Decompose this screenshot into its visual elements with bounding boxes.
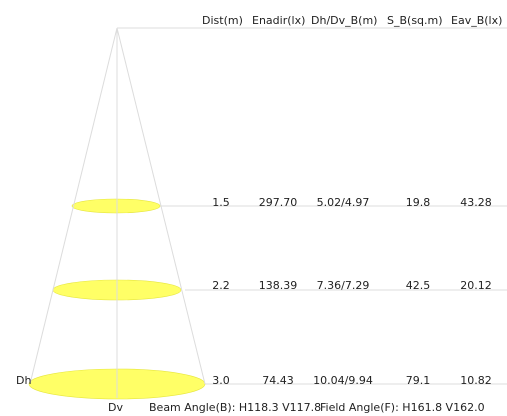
row2-dh-dv: 7.36/7.29 bbox=[316, 279, 370, 292]
light-spot-1 bbox=[71, 198, 161, 214]
cone-left-edge bbox=[29, 27, 118, 385]
row3-area: 79.1 bbox=[405, 374, 431, 387]
header-eav: Eav_B(lx) bbox=[451, 14, 503, 27]
row2-eav: 20.12 bbox=[460, 279, 492, 292]
row3-dh-dv: 10.04/9.94 bbox=[313, 374, 373, 387]
row2-area: 42.5 bbox=[405, 279, 431, 292]
header-area: S_B(sq.m) bbox=[387, 14, 443, 27]
row1-area: 19.8 bbox=[405, 196, 431, 209]
header-dh-dv: Dh/Dv_B(m) bbox=[311, 14, 378, 27]
row2-enadir: 138.39 bbox=[258, 279, 298, 292]
row1-eav: 43.28 bbox=[460, 196, 492, 209]
cone-right-edge bbox=[116, 27, 206, 385]
row2-dist: 2.2 bbox=[212, 279, 230, 292]
row1-dh-dv: 5.02/4.97 bbox=[316, 196, 370, 209]
dh-label: Dh bbox=[16, 374, 32, 387]
header-enadir: Enadir(lx) bbox=[252, 14, 306, 27]
row1-dist: 1.5 bbox=[212, 196, 230, 209]
field-angle-text: Field Angle(F): H161.8 V162.0 bbox=[320, 401, 485, 414]
row3-enadir: 74.43 bbox=[262, 374, 294, 387]
row3-eav: 10.82 bbox=[460, 374, 492, 387]
row1-enadir: 297.70 bbox=[258, 196, 298, 209]
beam-angle-text: Beam Angle(B): H118.3 V117.8 bbox=[149, 401, 322, 414]
header-dist: Dist(m) bbox=[202, 14, 243, 27]
dv-label: Dv bbox=[108, 401, 123, 414]
row3-dist: 3.0 bbox=[212, 374, 230, 387]
